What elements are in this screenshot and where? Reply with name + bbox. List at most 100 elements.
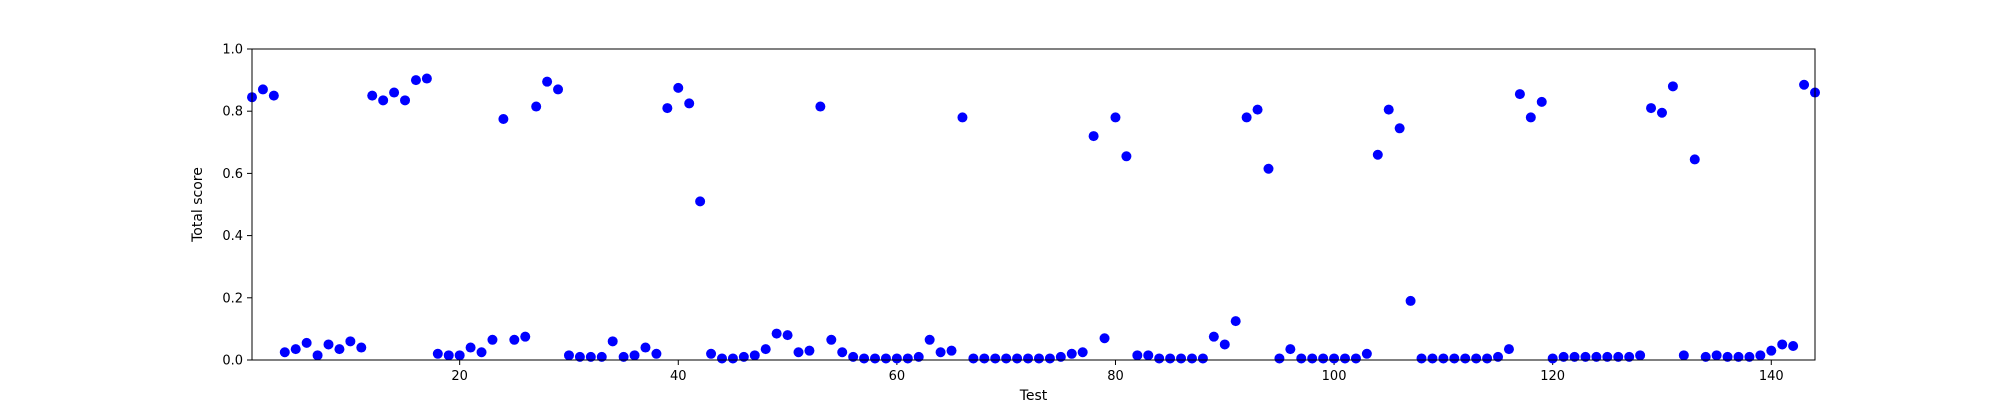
data-point <box>1460 353 1471 364</box>
x-tick-label: 100 <box>1322 369 1347 384</box>
data-point <box>290 344 301 355</box>
data-point <box>1602 351 1613 362</box>
data-point <box>1744 351 1755 362</box>
data-point <box>1154 353 1165 364</box>
data-point <box>629 350 640 361</box>
data-point <box>1591 351 1602 362</box>
data-point <box>1689 154 1700 165</box>
data-point <box>979 353 990 364</box>
data-point <box>749 350 760 361</box>
data-point <box>1296 353 1307 364</box>
data-point <box>1044 353 1055 364</box>
data-point <box>673 82 684 93</box>
data-point <box>378 95 389 106</box>
data-point <box>782 330 793 341</box>
x-tick-label: 140 <box>1759 369 1784 384</box>
x-tick-label: 60 <box>889 369 906 384</box>
data-point <box>1023 353 1034 364</box>
y-tick-label: 1.0 <box>222 43 243 58</box>
data-point <box>312 350 323 361</box>
data-point <box>1405 295 1416 306</box>
data-point <box>640 342 651 353</box>
data-point <box>323 339 334 350</box>
data-point <box>727 353 738 364</box>
data-point <box>553 84 564 95</box>
data-point <box>760 344 771 355</box>
data-point <box>432 348 443 359</box>
data-point <box>1055 351 1066 362</box>
data-point <box>1208 331 1219 342</box>
data-point <box>476 347 487 358</box>
data-point <box>1711 350 1722 361</box>
data-point <box>1001 353 1012 364</box>
data-point <box>607 336 618 347</box>
data-point <box>443 350 454 361</box>
data-point <box>618 351 629 362</box>
data-point <box>487 334 498 345</box>
data-point <box>706 348 717 359</box>
data-point <box>596 351 607 362</box>
data-point <box>793 347 804 358</box>
data-point <box>454 350 465 361</box>
data-point <box>1383 104 1394 115</box>
data-point <box>301 337 312 348</box>
data-point <box>1777 339 1788 350</box>
data-point <box>389 87 400 98</box>
data-point <box>520 331 531 342</box>
data-point <box>563 350 574 361</box>
y-axis-label: Total score <box>190 167 206 243</box>
data-point <box>1176 353 1187 364</box>
data-point <box>738 351 749 362</box>
data-point <box>1132 350 1143 361</box>
data-point <box>465 342 476 353</box>
data-point <box>1186 353 1197 364</box>
data-point <box>279 347 290 358</box>
data-point <box>1230 316 1241 327</box>
data-point <box>1143 350 1154 361</box>
data-point <box>848 351 859 362</box>
data-point <box>1635 350 1646 361</box>
y-axis: 0.0 0.2 0.4 0.6 0.8 1.0 <box>222 43 252 369</box>
data-point <box>662 103 673 114</box>
data-point <box>1766 345 1777 356</box>
y-tick-label: 0.8 <box>222 105 243 120</box>
x-tick-label: 120 <box>1540 369 1565 384</box>
data-point <box>1372 149 1383 160</box>
data-point <box>1536 96 1547 107</box>
data-point <box>1438 353 1449 364</box>
data-point <box>771 328 782 339</box>
data-point <box>1482 353 1493 364</box>
data-point <box>1449 353 1460 364</box>
data-point <box>1033 353 1044 364</box>
data-point <box>1340 353 1351 364</box>
data-point <box>1394 123 1405 134</box>
data-point <box>1580 351 1591 362</box>
data-point <box>1077 347 1088 358</box>
data-point <box>684 98 695 109</box>
data-point <box>990 353 1001 364</box>
x-tick-label: 80 <box>1107 369 1124 384</box>
data-point <box>651 348 662 359</box>
data-point <box>410 75 421 86</box>
data-point <box>257 84 268 95</box>
data-point <box>695 196 706 207</box>
y-tick-label: 0.2 <box>222 291 243 306</box>
data-point <box>1700 351 1711 362</box>
data-point <box>1066 348 1077 359</box>
data-point <box>804 345 815 356</box>
data-point <box>1350 353 1361 364</box>
data-point <box>902 353 913 364</box>
data-point <box>574 351 585 362</box>
data-point <box>1165 353 1176 364</box>
data-point <box>1525 112 1536 123</box>
data-point <box>913 351 924 362</box>
data-point <box>946 345 957 356</box>
data-point <box>968 353 979 364</box>
data-point <box>1099 333 1110 344</box>
data-points <box>247 73 1820 364</box>
x-axis: 20 40 60 80 100 120 140 <box>451 360 1784 384</box>
data-point <box>1285 344 1296 355</box>
x-tick-label: 40 <box>670 369 687 384</box>
data-point <box>1788 341 1799 352</box>
